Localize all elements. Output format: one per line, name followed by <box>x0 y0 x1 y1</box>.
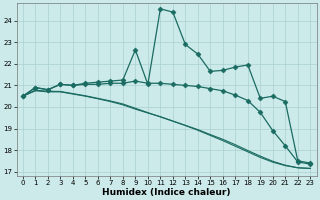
X-axis label: Humidex (Indice chaleur): Humidex (Indice chaleur) <box>102 188 231 197</box>
